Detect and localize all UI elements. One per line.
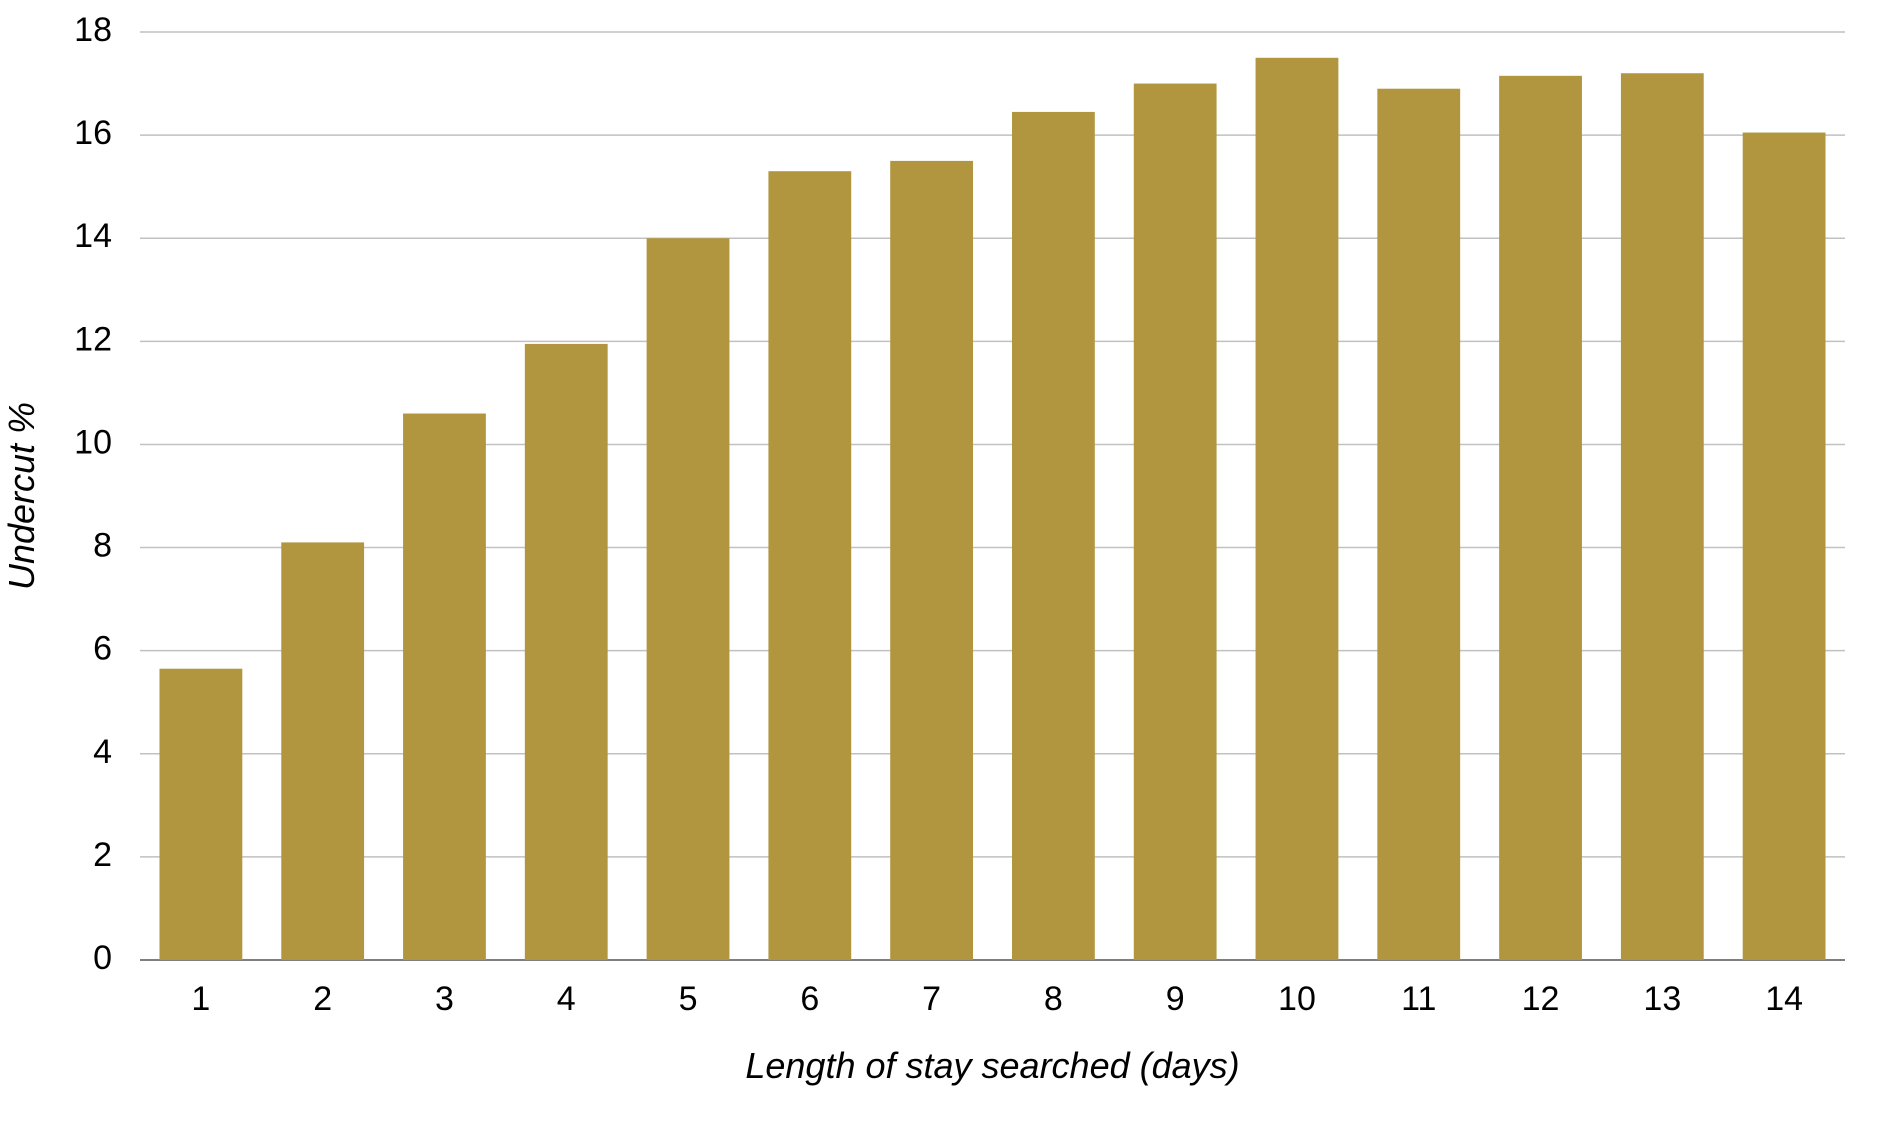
bar [1621,73,1704,960]
bar [281,542,364,960]
undercut-bar-chart: 0246810121416181234567891011121314Length… [0,0,1883,1124]
y-tick-label: 10 [74,423,112,461]
chart-svg: 0246810121416181234567891011121314Length… [0,0,1883,1124]
y-tick-label: 0 [93,939,112,977]
y-tick-label: 8 [93,527,112,565]
x-tick-label: 11 [1401,980,1436,1018]
x-tick-label: 1 [191,980,210,1018]
x-tick-label: 12 [1522,980,1560,1018]
y-tick-label: 2 [93,836,112,874]
x-tick-label: 7 [922,980,941,1018]
x-tick-label: 6 [800,980,819,1018]
bar [159,669,242,960]
bar [1499,76,1582,960]
x-tick-label: 2 [313,980,332,1018]
bar [403,414,486,960]
y-tick-label: 16 [74,114,112,152]
bar [525,344,608,960]
x-tick-label: 3 [435,980,454,1018]
y-tick-label: 12 [74,320,112,358]
bar [1256,58,1339,960]
bar [1134,84,1217,960]
y-tick-label: 6 [93,630,112,668]
bar [890,161,973,960]
bar [1743,133,1826,960]
bar [1377,89,1460,960]
x-tick-label: 13 [1643,980,1681,1018]
bar [1012,112,1095,960]
y-tick-label: 4 [93,733,112,771]
x-axis-title: Length of stay searched (days) [745,1045,1239,1086]
x-tick-label: 14 [1765,980,1803,1018]
y-tick-label: 14 [74,217,112,255]
y-axis-title: Undercut % [1,402,42,590]
x-tick-label: 5 [679,980,698,1018]
x-tick-label: 8 [1044,980,1063,1018]
x-tick-label: 4 [557,980,576,1018]
x-tick-label: 10 [1278,980,1316,1018]
bar [647,238,730,960]
y-tick-label: 18 [74,11,112,49]
x-tick-label: 9 [1166,980,1185,1018]
bar [768,171,851,960]
